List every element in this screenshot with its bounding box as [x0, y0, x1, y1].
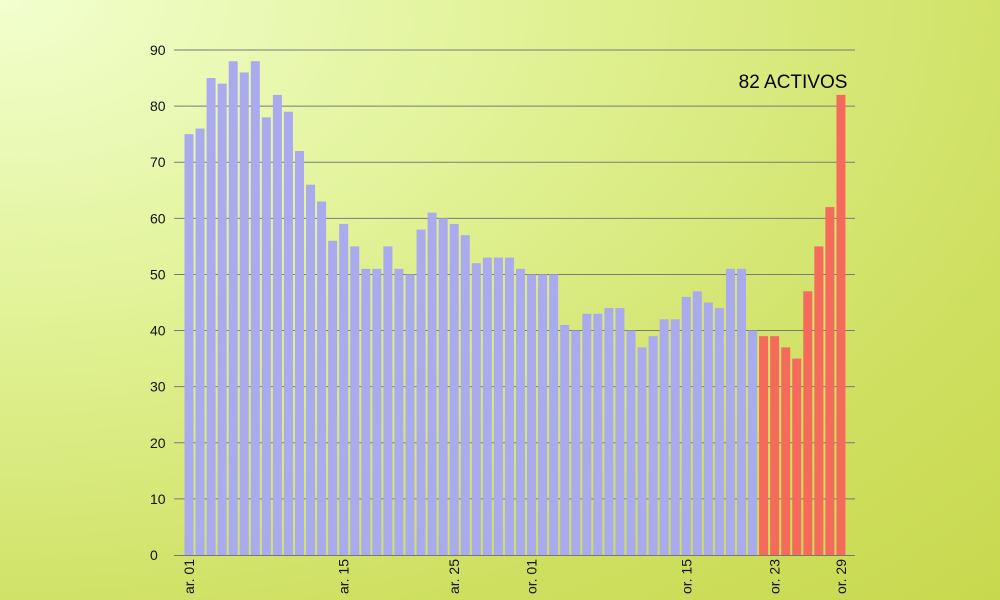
bar [615, 308, 625, 555]
bar [504, 257, 514, 555]
bar [493, 257, 503, 555]
bar [261, 117, 271, 555]
bar [482, 257, 492, 555]
bar [725, 268, 735, 555]
bar-highlighted [825, 207, 835, 556]
bar [516, 268, 525, 555]
peak-annotation: 82 ACTIVOS [739, 72, 848, 93]
bar [438, 218, 448, 555]
y-tick-label: 20 [150, 435, 166, 451]
bar [560, 324, 570, 555]
y-tick-label: 0 [150, 547, 158, 563]
bar [306, 184, 316, 556]
x-tick-label: ar. 01 [181, 559, 197, 594]
bar [239, 72, 249, 555]
bar [206, 78, 216, 555]
bar [582, 313, 592, 555]
x-tick-label: or. 15 [678, 559, 694, 594]
bars [184, 61, 846, 556]
bar-highlighted [814, 246, 824, 555]
bar-highlighted [781, 347, 791, 555]
bar [372, 268, 382, 555]
bar [538, 274, 548, 555]
bar-highlighted [759, 336, 769, 555]
bar-highlighted [836, 94, 846, 555]
y-tick-label: 70 [150, 154, 166, 170]
bar [737, 268, 746, 555]
bar [449, 223, 459, 555]
bar [692, 291, 702, 555]
bar [394, 268, 404, 555]
bar [703, 302, 713, 555]
bar [471, 263, 481, 555]
bar [383, 246, 393, 555]
x-tick-label: ar. 15 [336, 559, 352, 594]
bar [648, 336, 658, 555]
bar [295, 151, 304, 555]
bar [527, 274, 537, 555]
x-tick-label: ar. 25 [446, 559, 462, 594]
bar [317, 201, 327, 555]
x-tick-label: or. 01 [524, 559, 540, 594]
bar [283, 111, 293, 555]
y-tick-label: 50 [150, 266, 166, 282]
bar [604, 308, 614, 555]
bar [571, 330, 581, 555]
bar [593, 313, 603, 555]
bar [549, 274, 559, 555]
y-tick-label: 40 [150, 323, 166, 339]
y-tick-label: 60 [150, 210, 166, 226]
bar [748, 330, 758, 555]
bar [460, 235, 470, 556]
bar [272, 94, 282, 555]
y-tick-label: 30 [150, 379, 166, 395]
bar-highlighted [803, 291, 813, 555]
bar [339, 223, 349, 555]
bar [217, 83, 227, 556]
bar-highlighted [770, 336, 780, 555]
bar [626, 330, 636, 555]
bar [637, 347, 647, 555]
bar [328, 240, 338, 555]
bar [681, 296, 691, 555]
bar [184, 134, 194, 556]
y-tick-label: 80 [150, 98, 166, 114]
bar-highlighted [792, 358, 802, 555]
bar [405, 274, 415, 555]
bar [427, 212, 437, 555]
bar [361, 268, 371, 555]
bar [416, 229, 426, 555]
y-tick-label: 90 [150, 42, 166, 58]
x-axis-ticks: ar. 01 ar. 15 ar. 25 or. 01 or. 15 or. 23 or. … [181, 559, 849, 594]
bar [659, 319, 669, 555]
bar [250, 61, 260, 555]
bar [670, 319, 680, 555]
bar [714, 308, 724, 555]
y-tick-label: 10 [150, 491, 166, 507]
y-axis-ticks: 0 10 20 30 40 50 60 70 80 90 [150, 42, 166, 563]
bar [228, 61, 238, 555]
bar [195, 128, 205, 555]
x-tick-label: or. 23 [767, 559, 783, 594]
x-tick-label: or. 29 [833, 559, 849, 594]
bar [350, 246, 360, 555]
